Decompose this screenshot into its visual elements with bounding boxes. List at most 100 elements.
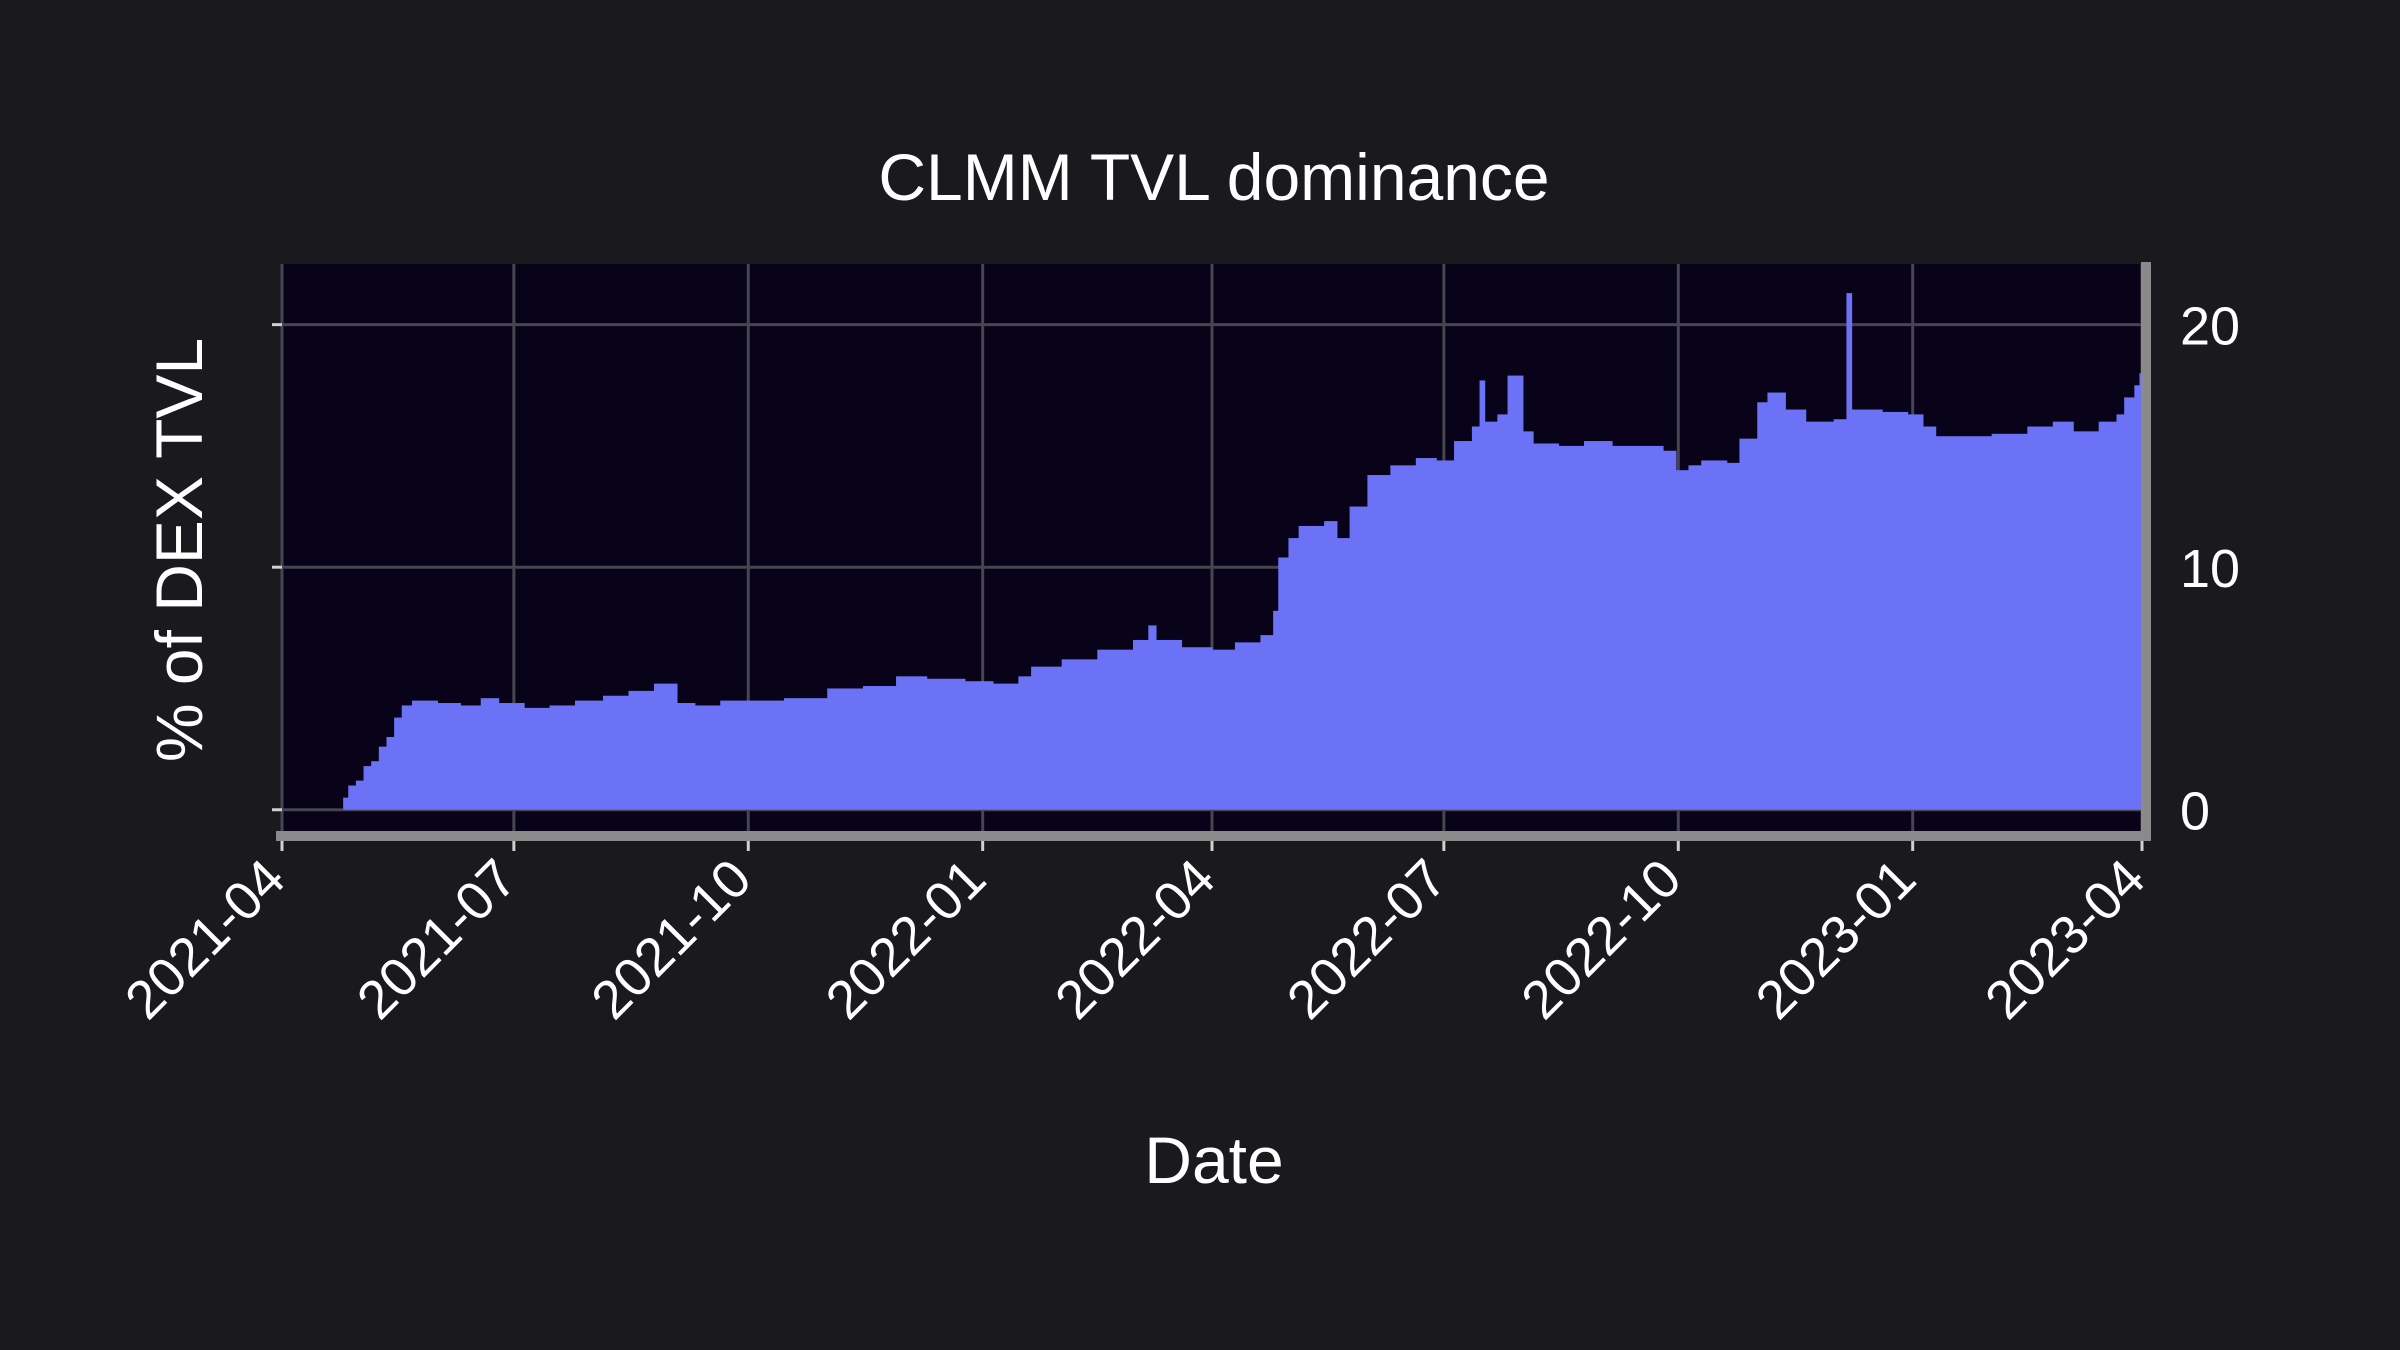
bar bbox=[676, 703, 696, 810]
bar bbox=[1479, 380, 1486, 810]
bar bbox=[1522, 431, 1534, 810]
bar bbox=[2124, 397, 2135, 810]
bar bbox=[524, 707, 551, 810]
bar bbox=[1833, 419, 1848, 810]
bar bbox=[2098, 421, 2118, 810]
x-axis-label: Date bbox=[1144, 1123, 1283, 1197]
bar bbox=[386, 736, 395, 810]
bar bbox=[1961, 436, 1993, 810]
bar bbox=[401, 705, 413, 810]
bar bbox=[411, 700, 439, 810]
bar bbox=[1851, 409, 1883, 810]
bar bbox=[1061, 659, 1098, 810]
bar bbox=[1701, 460, 1728, 810]
bar bbox=[748, 700, 785, 810]
bar bbox=[1935, 436, 1962, 810]
bar bbox=[371, 761, 380, 810]
bar bbox=[348, 785, 357, 810]
bar bbox=[1336, 538, 1351, 810]
bar bbox=[1484, 421, 1498, 810]
bar bbox=[343, 797, 349, 810]
bar bbox=[480, 698, 500, 810]
bar bbox=[437, 703, 461, 810]
bar bbox=[2073, 431, 2100, 810]
bar bbox=[1757, 402, 1769, 810]
bar bbox=[1739, 438, 1758, 810]
bar bbox=[1436, 460, 1455, 810]
bar bbox=[1454, 441, 1473, 810]
bar bbox=[1234, 642, 1262, 810]
bar bbox=[1688, 465, 1702, 810]
bar bbox=[1662, 450, 1677, 810]
bar bbox=[1507, 375, 1519, 810]
bar bbox=[783, 698, 828, 810]
bar bbox=[549, 705, 576, 810]
bar bbox=[654, 683, 678, 810]
bar bbox=[628, 690, 655, 810]
bar bbox=[1155, 639, 1183, 810]
bar bbox=[1018, 676, 1032, 810]
bar bbox=[1846, 293, 1853, 810]
bar bbox=[1212, 649, 1236, 810]
bar bbox=[1882, 411, 1909, 810]
bar bbox=[1907, 414, 1924, 810]
bar bbox=[1675, 470, 1690, 810]
bar bbox=[575, 700, 604, 810]
bar bbox=[1288, 538, 1300, 810]
bar bbox=[1181, 647, 1213, 810]
bar bbox=[2116, 414, 2125, 810]
bar bbox=[1133, 639, 1149, 810]
bar bbox=[1922, 426, 1937, 810]
bar bbox=[460, 705, 482, 810]
bar bbox=[1260, 635, 1274, 810]
bar bbox=[926, 678, 966, 810]
bar bbox=[964, 681, 994, 810]
bar bbox=[1533, 443, 1560, 810]
bar bbox=[694, 705, 721, 810]
bar bbox=[992, 683, 1019, 810]
bar bbox=[2052, 421, 2074, 810]
y-tick-label: 20 bbox=[2180, 297, 2240, 357]
bar bbox=[1726, 462, 1741, 810]
chart-title: CLMM TVL dominance bbox=[878, 140, 1549, 214]
bar bbox=[862, 686, 897, 810]
bar bbox=[1148, 625, 1157, 810]
bar bbox=[1991, 433, 2028, 810]
bar bbox=[1349, 506, 1369, 810]
bar bbox=[1278, 557, 1290, 810]
bar bbox=[720, 700, 749, 810]
bar bbox=[1805, 421, 1835, 810]
bar bbox=[1415, 458, 1437, 810]
bar bbox=[355, 780, 365, 810]
bar bbox=[1367, 475, 1391, 810]
bar bbox=[1390, 465, 1417, 810]
bar bbox=[1497, 414, 1509, 810]
bar bbox=[1637, 445, 1664, 810]
bar bbox=[1324, 521, 1338, 810]
y-tick-label: 10 bbox=[2180, 539, 2240, 599]
bar bbox=[1031, 666, 1063, 810]
bar bbox=[1097, 649, 1134, 810]
bar bbox=[896, 676, 928, 810]
bar bbox=[378, 746, 388, 810]
bar-series bbox=[343, 293, 2143, 810]
bar bbox=[1558, 445, 1585, 810]
bar bbox=[1612, 445, 1639, 810]
y-tick-label: 0 bbox=[2180, 782, 2210, 842]
bar bbox=[827, 688, 864, 810]
y-axis: 0 10 20 bbox=[272, 297, 2240, 842]
bar bbox=[603, 695, 630, 810]
bar bbox=[1517, 375, 1524, 810]
y-axis-label: % of DEX TVL bbox=[142, 338, 216, 762]
bar bbox=[1298, 525, 1325, 810]
bar bbox=[1785, 409, 1807, 810]
bar bbox=[1273, 610, 1279, 810]
bar bbox=[498, 703, 525, 810]
bar bbox=[1584, 441, 1613, 810]
bar bbox=[363, 766, 372, 810]
bar bbox=[1471, 426, 1481, 810]
bar bbox=[2134, 385, 2141, 810]
bar bbox=[394, 717, 403, 810]
bar bbox=[2027, 426, 2054, 810]
